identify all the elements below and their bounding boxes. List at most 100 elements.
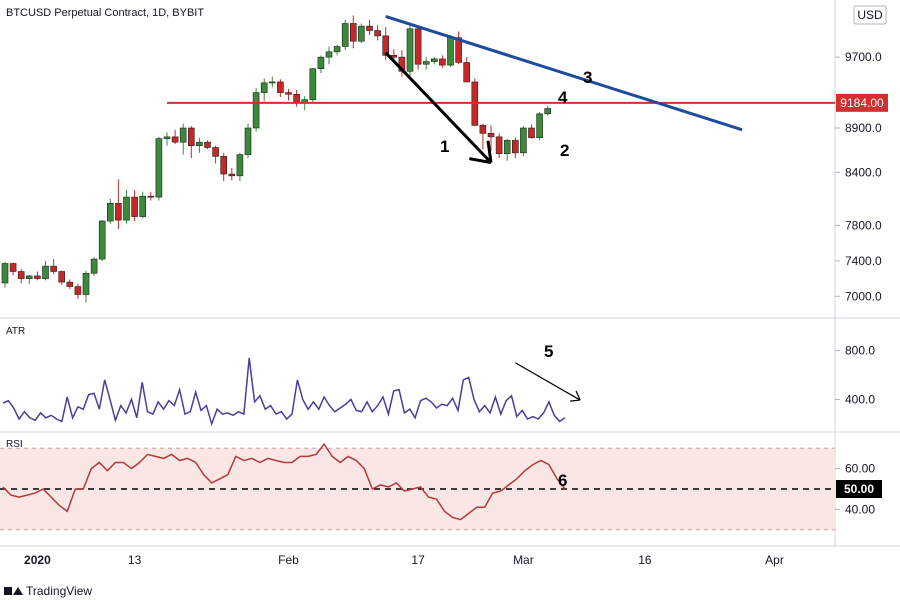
candle-body — [260, 82, 268, 93]
tradingview-footer[interactable]: TradingView — [4, 584, 92, 598]
tradingview-logo-icon — [4, 585, 23, 597]
candle-body — [439, 58, 446, 66]
candle-body — [487, 133, 495, 138]
candle-body — [196, 141, 203, 147]
rsi-midline-tag — [836, 480, 882, 498]
candle-body — [74, 286, 82, 295]
price-tick-label: 7000.0 — [845, 289, 882, 303]
candle-body — [163, 136, 171, 139]
candle-body — [131, 196, 138, 217]
candle-body — [179, 127, 187, 143]
time-axis-ticks: 2020 13 Feb 17 Mar 16 Apr — [24, 553, 784, 567]
price-tick-label: 8400.0 — [845, 165, 882, 179]
date-tick-label: 2020 — [24, 553, 51, 567]
candle-body — [25, 275, 33, 279]
candle-body — [341, 23, 349, 47]
candle-body — [333, 46, 341, 53]
trend-arrow — [384, 51, 493, 164]
candle-body — [228, 173, 236, 177]
candle-body — [349, 23, 357, 42]
rsi-layer: 50.00 — [0, 442, 882, 521]
date-tick-label: 13 — [128, 553, 142, 567]
annotation-4: 4 — [558, 88, 568, 107]
candle-body — [212, 147, 219, 157]
atr-layer — [2, 357, 581, 427]
candle-body — [188, 127, 195, 147]
resistance-price-tag — [836, 93, 888, 112]
candle-body — [374, 30, 381, 37]
currency-label: USD — [857, 8, 883, 22]
price-tick-label: 8900.0 — [845, 121, 882, 135]
lines-layer: 9184.00 — [167, 14, 888, 165]
date-tick-label: Feb — [278, 553, 299, 567]
date-tick-label: 17 — [411, 553, 425, 567]
trend-arrow-head — [486, 140, 493, 163]
annotation-1: 1 — [440, 137, 449, 156]
candle-body — [358, 25, 365, 42]
candle-body — [511, 140, 519, 154]
candle-body — [520, 127, 527, 154]
price-axis-ticks: 7000.0 7400.0 7800.0 8400.0 8900.0 9700.0 400.… — [835, 50, 882, 516]
candle-body — [204, 141, 211, 148]
rsi-tick-label: 60.00 — [845, 462, 875, 476]
candle-body — [325, 51, 333, 58]
candle-body — [422, 61, 430, 65]
atr-arrow — [515, 362, 581, 401]
candles — [1, 15, 552, 303]
candle-body — [406, 28, 414, 72]
currency-badge[interactable] — [853, 5, 887, 25]
chart-title: BTCUSD Perpetual Contract, 1D, BYBIT — [6, 7, 204, 19]
candle-body — [82, 272, 90, 295]
date-tick-label: Apr — [765, 553, 784, 567]
candle-body — [528, 127, 535, 139]
candle-body — [244, 127, 252, 155]
candle-body — [107, 202, 114, 222]
candle-body — [479, 125, 487, 134]
price-tick-label: 7800.0 — [845, 218, 882, 232]
candle-body — [536, 113, 543, 139]
candle-body — [155, 138, 163, 198]
candle-body — [495, 136, 503, 154]
candle-body — [34, 275, 41, 279]
candle-body — [98, 220, 106, 260]
candle-body — [414, 28, 422, 65]
candle-body — [366, 25, 373, 31]
rsi-tick-label: 40.00 — [845, 502, 875, 516]
candle-body — [58, 271, 66, 283]
candle-body — [430, 58, 438, 62]
candle-body — [90, 258, 98, 274]
candle-body — [66, 281, 74, 287]
candle-body — [1, 263, 9, 284]
candle-body — [293, 94, 300, 103]
annotation-2: 2 — [560, 141, 569, 160]
candle-body — [447, 37, 454, 66]
atr-pane-label: ATR — [6, 326, 25, 337]
candle-body — [503, 140, 511, 154]
trend-arrow-head — [469, 157, 492, 165]
candle-body — [544, 108, 552, 115]
price-tick-label: 7400.0 — [845, 254, 882, 268]
candle-body — [285, 92, 292, 95]
atr-line — [2, 357, 566, 427]
resistance-price-label: 9184.00 — [840, 96, 884, 110]
candle-body — [236, 154, 244, 177]
candle-body — [463, 62, 471, 83]
date-tick-label: Mar — [513, 553, 534, 567]
candle-body — [277, 81, 284, 93]
candle-body — [317, 56, 325, 69]
candle-body — [147, 195, 155, 198]
date-tick-label: 16 — [638, 553, 652, 567]
candle-body — [252, 92, 260, 129]
annotation-5: 5 — [544, 342, 553, 361]
atr-arrow-head — [575, 390, 581, 401]
candle-body — [382, 35, 390, 56]
rsi-pane-label: RSI — [6, 439, 23, 450]
candle-body — [115, 202, 122, 221]
candle-body — [220, 156, 227, 175]
descending-trendline — [385, 14, 743, 132]
annotation-6: 6 — [558, 471, 567, 490]
annotation-3: 3 — [583, 68, 592, 87]
candle-body — [455, 37, 462, 63]
candle-body — [17, 271, 25, 279]
